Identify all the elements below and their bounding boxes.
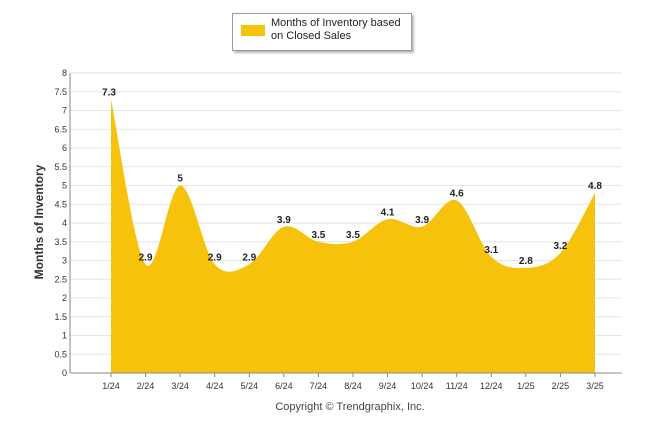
y-tick-label: 0: [62, 368, 67, 378]
data-label: 2.9: [139, 252, 153, 263]
data-label: 4.8: [588, 181, 602, 192]
y-tick-label: 1: [62, 331, 67, 341]
y-tick-label: 3.5: [54, 237, 67, 247]
chart-legend: Months of Inventory based on Closed Sale…: [232, 13, 412, 51]
x-tick-label: 4/24: [206, 381, 224, 391]
y-axis-label: Months of Inventory: [32, 164, 46, 279]
x-tick-label: 12/24: [480, 381, 503, 391]
series-area: [111, 99, 595, 373]
y-tick-label: 0.5: [54, 349, 67, 359]
data-label: 2.9: [208, 252, 222, 263]
axes: [69, 73, 622, 374]
x-tick-label: 9/24: [379, 381, 397, 391]
data-label: 3.9: [277, 215, 291, 226]
x-tick-label: 2/24: [137, 381, 155, 391]
y-tick-label: 6.5: [54, 124, 67, 134]
y-tick-label: 4: [62, 218, 67, 228]
legend-label: Months of Inventory based on Closed Sale…: [271, 17, 401, 42]
x-tick-label: 8/24: [344, 381, 362, 391]
x-tick-label: 3/25: [586, 381, 604, 391]
x-tick-label: 7/24: [310, 381, 328, 391]
x-tick-label: 11/24: [446, 381, 468, 391]
data-label: 3.5: [346, 230, 360, 241]
y-tick-label: 7: [62, 106, 67, 116]
data-label: 2.9: [242, 252, 256, 263]
copyright-text: Copyright © Trendgraphix, Inc.: [275, 401, 425, 413]
data-label: 3.2: [553, 241, 567, 252]
data-label: 2.8: [519, 256, 533, 267]
y-tick-label: 3: [62, 256, 67, 266]
data-labels: 7.3 2.9 5 2.9 2.9 3.9 3.5 3.5 4.1 3.9 4.6 3.1 2.8 3.2…: [102, 87, 602, 267]
data-label: 3.9: [415, 215, 429, 226]
x-axis-ticks: 1/24 2/24 3/24 4/24 5/24 6/24 7/24 8/24 9/24 10/2…: [102, 373, 604, 391]
x-tick-label: 1/24: [102, 381, 120, 391]
y-tick-label: 5: [62, 181, 67, 191]
data-label: 3.5: [311, 230, 325, 241]
x-tick-label: 1/25: [517, 381, 535, 391]
y-tick-label: 1.5: [54, 312, 67, 322]
y-tick-label: 7.5: [54, 87, 67, 97]
y-tick-label: 6: [62, 143, 67, 153]
data-label: 5: [177, 174, 183, 185]
x-tick-label: 5/24: [241, 381, 259, 391]
data-label: 3.1: [484, 245, 498, 256]
x-tick-label: 10/24: [411, 381, 434, 391]
x-tick-label: 3/24: [171, 381, 189, 391]
y-tick-label: 4.5: [54, 199, 67, 209]
legend-swatch: [241, 25, 265, 36]
x-tick-label: 6/24: [275, 381, 293, 391]
data-label: 4.6: [450, 189, 464, 200]
y-tick-label: 8: [62, 68, 67, 78]
y-tick-label: 5.5: [54, 162, 67, 172]
data-label: 4.1: [381, 207, 395, 218]
y-axis-ticks: 0 0.5 1 1.5 2 2.5 3 3.5 4 4.5 5 5.5 6 6.5 7 7.5 8: [54, 68, 67, 378]
x-tick-label: 2/25: [552, 381, 570, 391]
data-label: 7.3: [102, 87, 116, 98]
y-tick-label: 2: [62, 293, 67, 303]
y-tick-label: 2.5: [54, 274, 67, 284]
